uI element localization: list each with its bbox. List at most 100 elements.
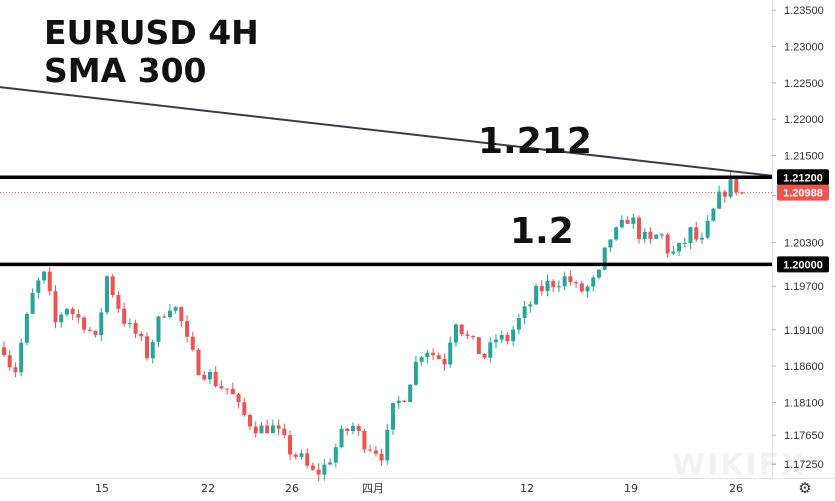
candle-body xyxy=(419,357,424,362)
candle-body xyxy=(471,335,476,338)
candle-body xyxy=(293,454,298,457)
candle-body xyxy=(431,352,436,356)
price-tick-label: 1.23500 xyxy=(784,5,824,17)
price-tick-label: 1.18100 xyxy=(784,397,824,409)
candle-body xyxy=(448,342,453,365)
candle-body xyxy=(373,450,378,454)
price-tick-label: 1.19700 xyxy=(784,281,824,293)
candle-body xyxy=(688,227,693,243)
candle-body xyxy=(350,426,355,432)
candle-body xyxy=(591,277,596,287)
candle-body xyxy=(305,453,310,466)
candle-body xyxy=(631,217,636,224)
candle-body xyxy=(391,403,396,430)
candle-body xyxy=(539,286,544,292)
candle-body xyxy=(53,291,58,323)
candle-body xyxy=(248,414,252,427)
candle-body xyxy=(104,276,109,313)
candle-body xyxy=(602,247,607,270)
lower-level-annotation: 1.2 xyxy=(510,211,574,252)
candle-body xyxy=(705,220,710,238)
candle-body xyxy=(488,342,493,358)
candle-body xyxy=(545,280,550,292)
candle-body xyxy=(99,312,104,336)
candle-body xyxy=(494,339,498,343)
candle-body xyxy=(339,428,344,448)
chart-title: EURUSD 4H SMA 300 xyxy=(44,14,259,90)
candle-body xyxy=(442,359,447,365)
candle-body xyxy=(637,217,642,239)
time-tick-label: 12 xyxy=(520,482,534,495)
time-tick-label: 26 xyxy=(285,482,299,495)
price-tick-label: 1.22000 xyxy=(784,114,824,126)
candle-body xyxy=(694,227,699,240)
candle-body xyxy=(408,384,413,403)
candle-body xyxy=(614,227,619,240)
upper-level-annotation: 1.212 xyxy=(478,121,592,162)
candle-body xyxy=(288,435,293,455)
level-price-tag-box xyxy=(777,256,829,273)
candle-body xyxy=(127,323,132,325)
candle-body xyxy=(47,271,52,292)
candle-body xyxy=(568,276,573,283)
candle-body xyxy=(654,234,659,239)
candle-body xyxy=(345,428,350,432)
candle-body xyxy=(671,251,676,254)
candle-body xyxy=(30,292,35,314)
candle-body xyxy=(734,178,739,193)
candle-body xyxy=(482,354,487,358)
candle-body xyxy=(253,426,258,434)
candle-body xyxy=(682,242,687,244)
candle-body xyxy=(93,330,98,336)
candle-body xyxy=(396,400,401,404)
candle-body xyxy=(625,219,630,224)
candle-body xyxy=(476,337,481,355)
candle-body xyxy=(64,308,69,315)
candle-body xyxy=(236,394,241,403)
candle-body xyxy=(728,178,733,197)
time-tick-label: 四月 xyxy=(362,482,384,495)
candle-body xyxy=(356,426,361,431)
sma-300-line xyxy=(0,86,773,177)
level-price-tag: 1.20000 xyxy=(783,259,823,271)
candle-body xyxy=(173,307,178,311)
candle-body xyxy=(579,283,584,292)
candle-body xyxy=(665,234,670,254)
candle-body xyxy=(505,334,510,342)
candle-body xyxy=(522,306,527,318)
candle-body xyxy=(453,324,458,343)
candle-body xyxy=(711,208,716,221)
candle-body xyxy=(436,355,441,360)
candle-body xyxy=(116,295,121,309)
candle-body xyxy=(133,323,138,334)
candle-body xyxy=(465,334,470,336)
candle-body xyxy=(556,286,561,288)
price-tick-label: 1.20300 xyxy=(784,238,824,250)
candle-body xyxy=(322,464,327,475)
candle-body xyxy=(385,429,390,461)
candle-body xyxy=(528,304,533,307)
price-tick-label: 1.17650 xyxy=(784,430,824,442)
title-line-1: EURUSD 4H xyxy=(44,13,259,52)
candle-body xyxy=(13,367,18,373)
candle-body xyxy=(276,425,281,429)
candle-body xyxy=(185,321,190,337)
price-tick-label: 1.23000 xyxy=(784,41,824,53)
candle-body xyxy=(122,308,127,324)
candle-body xyxy=(162,316,167,318)
candle-body xyxy=(574,282,579,284)
candle-body xyxy=(310,465,315,470)
gear-icon[interactable]: ⚙ xyxy=(798,480,812,497)
candle-body xyxy=(717,191,722,209)
time-tick-label: 22 xyxy=(201,482,215,495)
candle-body xyxy=(156,316,161,342)
candle-body xyxy=(219,386,224,389)
price-tick-label: 1.17250 xyxy=(784,459,824,471)
candle-body xyxy=(87,329,92,331)
price-tick-label: 1.21500 xyxy=(784,150,824,162)
candle-body xyxy=(379,453,384,461)
candle-body xyxy=(7,355,12,368)
price-tick-label: 1.18600 xyxy=(784,361,824,373)
candle-body xyxy=(207,372,212,380)
